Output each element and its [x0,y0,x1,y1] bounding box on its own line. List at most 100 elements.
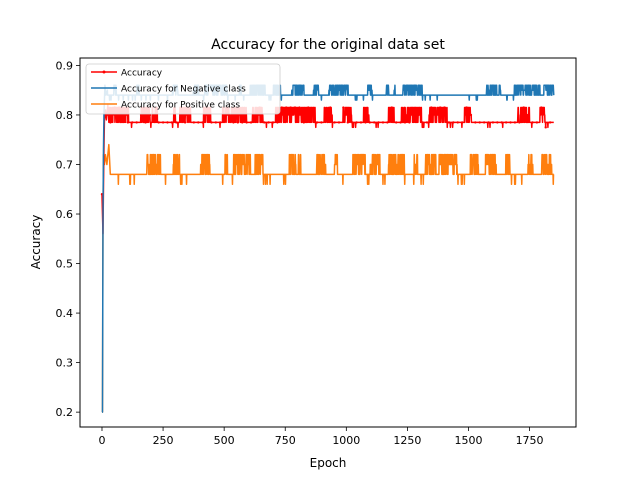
series-point [293,106,297,109]
series-point [320,121,323,124]
series-point [219,121,222,124]
series-point [267,121,270,124]
series-point [526,113,530,117]
series-point [447,121,451,124]
series-point [109,121,112,124]
x-tick-label: 0 [98,434,105,447]
y-axis-ticks: 0.2 0.3 0.4 0.5 0.6 0.7 0.8 0.9 [56,59,80,419]
legend-marker [102,70,106,74]
series-point [438,106,442,109]
series-point [311,113,314,117]
series-point [496,121,499,124]
series-point [548,121,552,124]
series-point [192,121,196,124]
series-point [372,121,376,124]
series-point [298,106,301,109]
series-point [386,121,389,124]
series-point [474,121,477,124]
series-point [241,121,244,124]
series-point [408,121,411,124]
x-tick-label: 1250 [393,434,421,447]
x-tick-label: 1500 [454,434,482,447]
series-point [333,121,336,124]
series-point [399,121,402,124]
series-point [324,113,327,117]
series-point [403,121,407,124]
legend: Accuracy Accuracy for Negative class Accur… [85,63,281,115]
y-tick-label: 0.3 [56,357,74,370]
series-point [201,121,204,124]
series-point [491,121,495,124]
series-point [170,121,174,124]
legend-label: Accuracy for Positive class [121,101,240,111]
series-point [350,121,354,124]
series-point [469,113,473,117]
series-point [276,121,279,124]
series-point [434,113,437,117]
series-point [500,121,503,124]
series-point [394,121,398,124]
series-point [364,121,367,124]
x-tick-label: 250 [153,434,174,447]
series-point [337,121,341,124]
legend-label: Accuracy for Negative class [121,85,246,95]
y-tick-label: 0.4 [56,307,74,320]
series-point [329,106,332,109]
series-point [197,121,200,124]
series-point [412,113,415,117]
series-point [342,106,345,109]
legend-entry-3: Accuracy for Positive class [91,101,240,111]
series-point [531,121,534,124]
series-point [144,121,147,124]
series-point [504,121,508,124]
series-point [416,113,420,117]
series-point [249,121,253,124]
series-point [302,121,306,124]
series-point [465,106,468,109]
series-line-3 [101,143,555,413]
y-axis-label: Accuracy [29,215,43,270]
series-point [289,106,292,109]
y-tick-label: 0.6 [56,208,74,221]
series-point [131,121,134,124]
series-point [271,121,275,124]
x-tick-label: 750 [275,434,296,447]
series-point [482,121,486,124]
series-point [460,121,464,124]
x-tick-label: 1750 [516,434,544,447]
series-point [210,121,213,124]
series-point [456,121,459,124]
series-point [359,121,363,124]
series-point [390,106,393,109]
series-point [425,121,429,124]
series-point [368,121,371,124]
series-point [183,121,187,124]
series-point [175,121,178,124]
series-point [126,121,130,124]
series-point [161,121,165,124]
series-point [430,106,433,109]
x-axis-label: Epoch [310,456,347,470]
y-tick-label: 0.8 [56,109,74,122]
series-point [540,106,543,109]
y-tick-label: 0.5 [56,258,74,271]
series-point [513,121,517,124]
series-point [487,121,490,124]
x-axis-ticks: 0 250 500 750 1000 1250 1500 1750 [98,427,544,447]
series-point [452,121,455,124]
series-point [135,121,138,124]
chart-title: Accuracy for the original data set [211,37,445,53]
y-tick-label: 0.9 [56,59,74,72]
y-tick-label: 0.2 [56,406,74,419]
series-point [377,121,380,124]
legend-box [85,63,281,115]
series-point [285,106,288,109]
series-point [315,121,319,124]
series-point [522,106,525,109]
series-point [263,121,266,124]
series-point [232,121,235,124]
legend-entry-2: Accuracy for Negative class [91,85,246,95]
series-3 [101,143,555,413]
series-point [544,126,547,129]
x-tick-label: 500 [214,434,235,447]
